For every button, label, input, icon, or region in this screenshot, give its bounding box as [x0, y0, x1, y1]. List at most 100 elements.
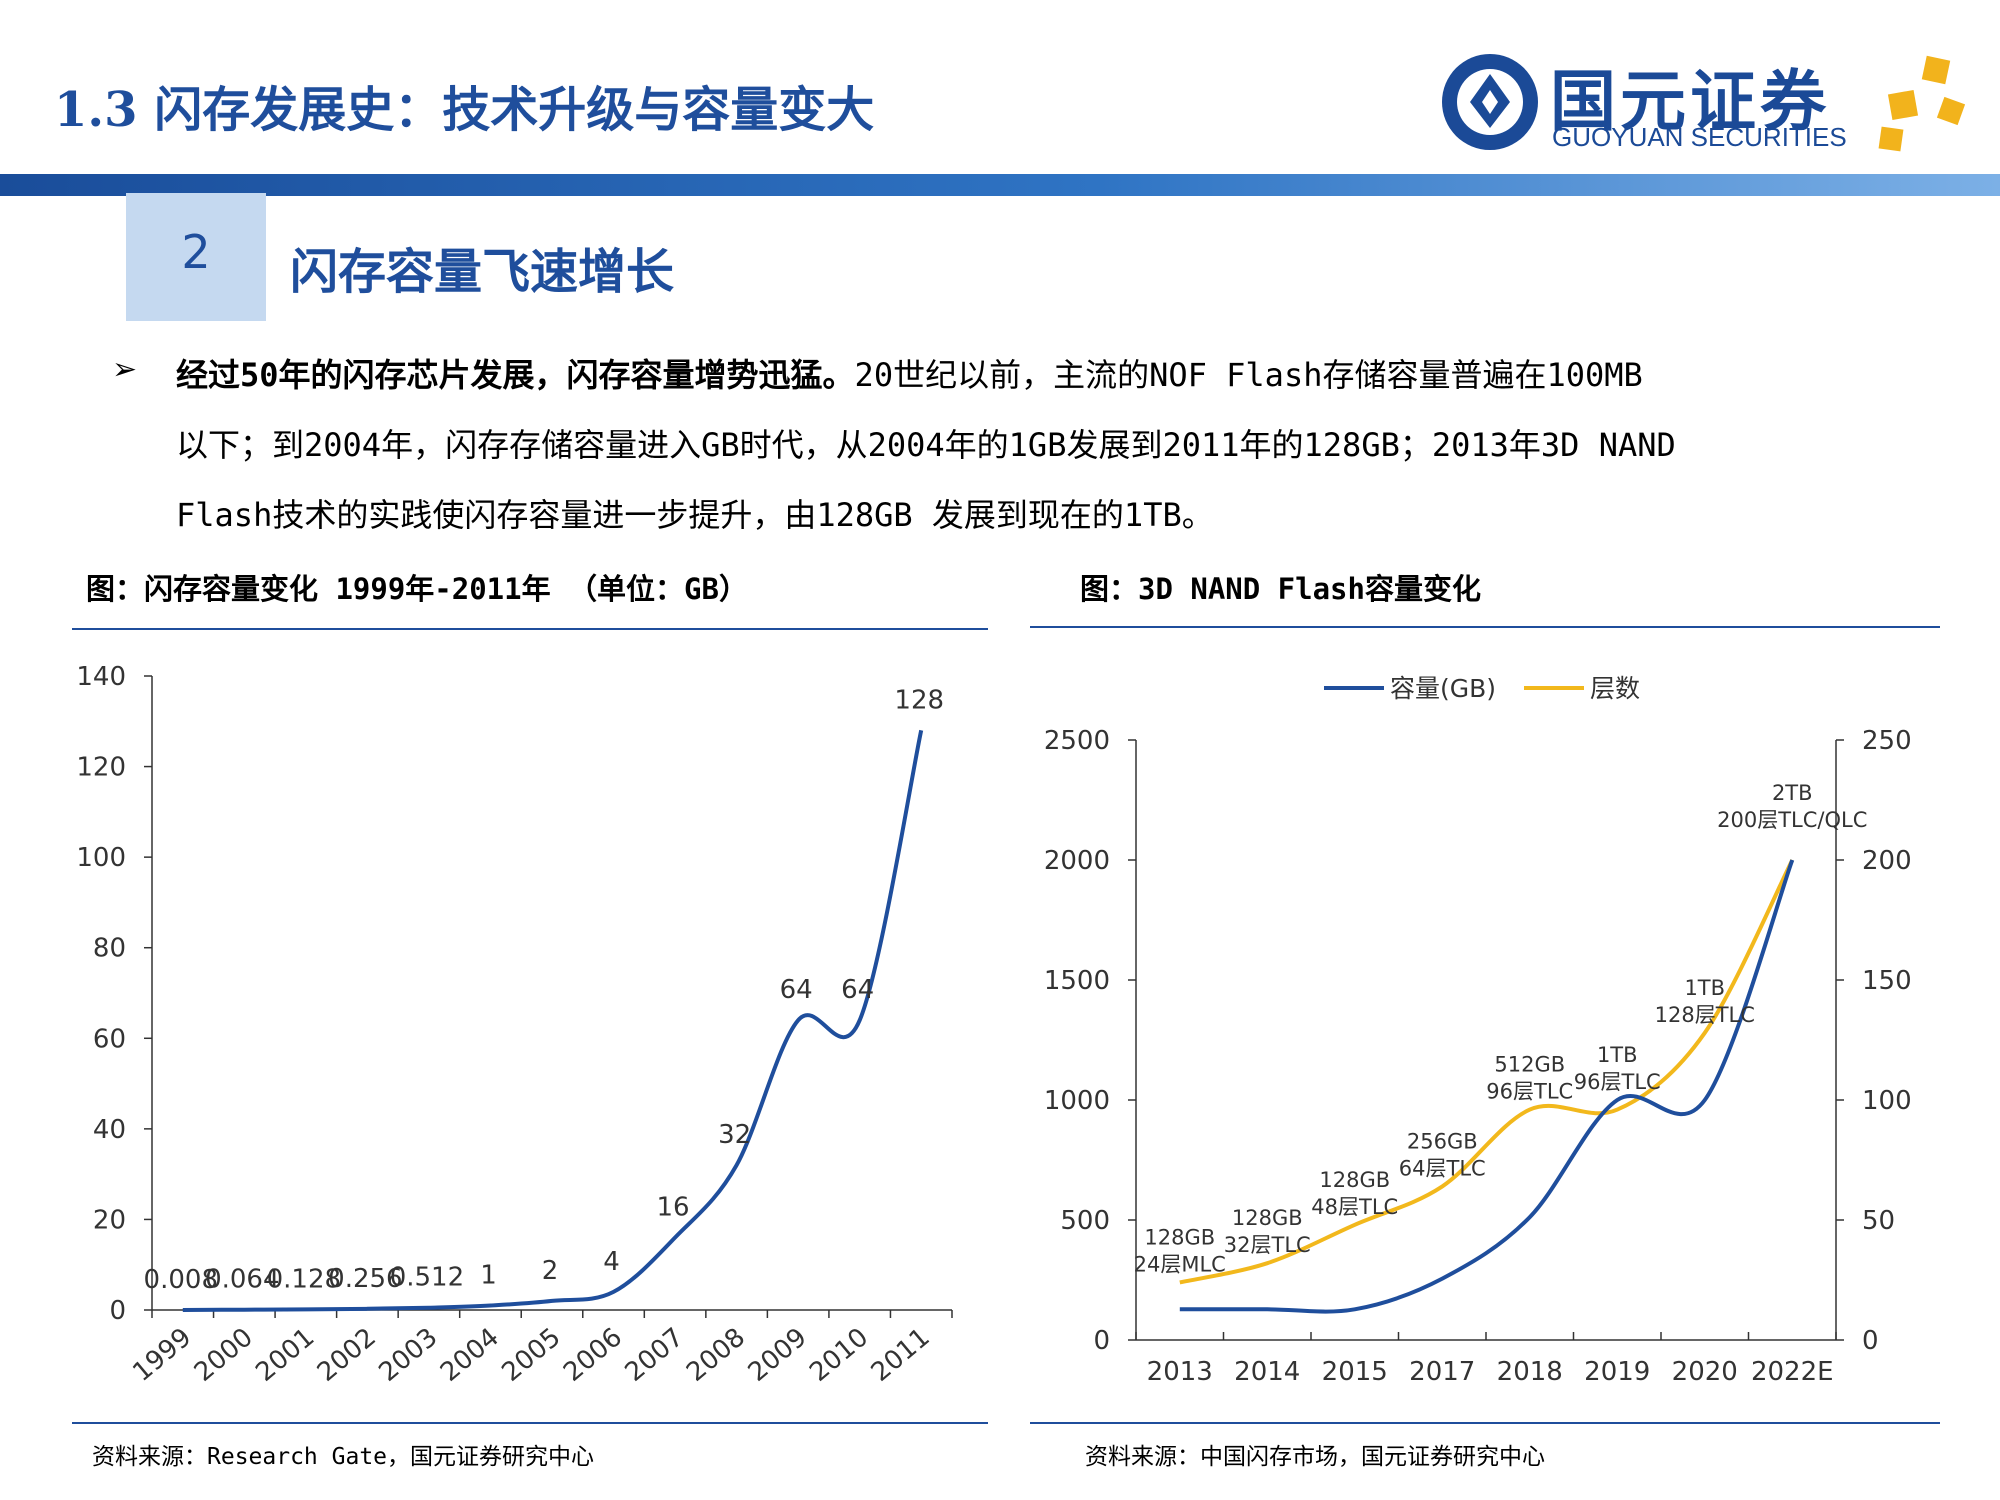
- x-tick-label: 2013: [1147, 1357, 1213, 1387]
- left-y-tick-label: 2000: [1044, 846, 1110, 876]
- annotation-label: 256GB: [1407, 1129, 1478, 1153]
- x-tick-label: 2010: [804, 1322, 874, 1388]
- right-y-tick-label: 200: [1862, 846, 1912, 876]
- left-y-tick-label: 0: [1093, 1326, 1110, 1356]
- x-tick-label: 2007: [620, 1322, 690, 1388]
- annotation-label: 200层TLC/QLC: [1717, 808, 1867, 832]
- figure-2-top-rule: [1030, 626, 1940, 628]
- figure-1-title: 图：闪存容量变化 1999年-2011年 （单位：GB）: [86, 572, 748, 606]
- x-tick-label: 2005: [497, 1322, 567, 1388]
- figure-1-top-rule: [72, 628, 988, 630]
- annotation-label: 2TB: [1772, 781, 1813, 805]
- legend-label-layers: 层数: [1590, 674, 1640, 703]
- data-label: 32: [718, 1120, 751, 1150]
- x-tick-label: 2002: [312, 1322, 382, 1388]
- y-tick-label: 60: [93, 1024, 126, 1054]
- x-tick-label: 2006: [558, 1322, 628, 1388]
- x-tick-label: 2014: [1234, 1357, 1300, 1387]
- body-line-2: 以下；到2004年，闪存存储容量进入GB时代，从2004年的1GB发展到2011…: [176, 426, 1676, 464]
- x-tick-label: 2017: [1409, 1357, 1475, 1387]
- series-line-capacity: [182, 729, 924, 1312]
- data-label: 0.128: [267, 1264, 341, 1294]
- annotation-label: 24层MLC: [1134, 1252, 1226, 1276]
- annotation-label: 128GB: [1319, 1168, 1390, 1192]
- body-line-1: 经过50年的闪存芯片发展，闪存容量增势迅猛。20世纪以前，主流的NOF Flas…: [176, 350, 1643, 396]
- x-tick-label: 2015: [1322, 1357, 1388, 1387]
- data-label: 64: [780, 975, 813, 1005]
- data-label: 1: [480, 1260, 497, 1290]
- figure-1-bottom-rule: [72, 1422, 988, 1424]
- left-y-tick-label: 1000: [1044, 1086, 1110, 1116]
- left-y-tick-label: 2500: [1044, 726, 1110, 756]
- annotation-label: 1TB: [1684, 976, 1725, 1000]
- body-lead-bold: 经过50年的闪存芯片发展，闪存容量增势迅猛。: [176, 356, 855, 394]
- right-y-tick-label: 50: [1862, 1206, 1895, 1236]
- annotation-label: 48层TLC: [1311, 1195, 1398, 1219]
- figure-2-title: 图：3D NAND Flash容量变化: [1080, 572, 1481, 606]
- series-line-capacity: [1179, 859, 1795, 1314]
- x-tick-label: 2004: [435, 1322, 505, 1388]
- x-tick-label: 2001: [250, 1322, 320, 1388]
- left-y-tick-label: 1500: [1044, 966, 1110, 996]
- annotation-label: 128GB: [1144, 1225, 1215, 1249]
- data-label: 4: [603, 1247, 620, 1277]
- chart-3d-nand-capacity: 0 500 1000 1500 2000 2500 0 50 100 150 200 250 2013 2…: [1044, 674, 1912, 1387]
- data-label: 2: [542, 1256, 559, 1286]
- annotation-label: 1TB: [1597, 1043, 1638, 1067]
- data-label: 0.256: [328, 1264, 402, 1294]
- body-line-1-rest: 20世纪以前，主流的NOF Flash存储容量普遍在100MB: [854, 356, 1643, 394]
- x-tick-label: 1999: [127, 1322, 197, 1388]
- annotation-label: 128GB: [1232, 1206, 1303, 1230]
- body-line-3: Flash技术的实践使闪存容量进一步提升，由128GB 发展到现在的1TB。: [176, 496, 1214, 534]
- annotation-label: 32层TLC: [1224, 1233, 1311, 1257]
- logo-emblem-icon: [1442, 54, 1966, 152]
- x-tick-label: 2022E: [1751, 1357, 1834, 1387]
- figure-2-bottom-rule: [1030, 1422, 1940, 1424]
- brand-name-en: GUOYUAN SECURITIES: [1552, 122, 1847, 152]
- x-tick-label: 2018: [1497, 1357, 1563, 1387]
- x-tick-label: 2008: [681, 1322, 751, 1388]
- y-tick-label: 40: [93, 1115, 126, 1145]
- chart-flash-capacity-1999-2011: 0204060801001201401999200020012002200320…: [76, 662, 953, 1388]
- left-y-tick-label: 500: [1060, 1206, 1110, 1236]
- company-logo: [1440, 40, 1980, 160]
- annotation-label: 96层TLC: [1486, 1080, 1573, 1104]
- data-label: 16: [657, 1193, 690, 1223]
- annotation-label: 96层TLC: [1574, 1070, 1661, 1094]
- y-tick-label: 20: [93, 1205, 126, 1235]
- y-tick-label: 80: [93, 934, 126, 964]
- y-tick-label: 0: [109, 1296, 126, 1326]
- page-title: 1.3 闪存发展史：技术升级与容量变大: [54, 82, 875, 138]
- series-line-layers: [1179, 859, 1795, 1285]
- right-y-tick-label: 250: [1862, 726, 1912, 756]
- x-tick-label: 2000: [189, 1322, 259, 1388]
- y-tick-label: 100: [76, 843, 126, 873]
- legend-label-capacity: 容量(GB): [1390, 674, 1496, 703]
- annotation-label: 128层TLC: [1655, 1003, 1755, 1027]
- right-y-tick-label: 150: [1862, 966, 1912, 996]
- y-tick-label: 120: [76, 753, 126, 783]
- x-tick-label: 2011: [866, 1322, 936, 1388]
- bullet-arrow-icon: ➢: [112, 352, 138, 387]
- annotation-label: 512GB: [1494, 1053, 1565, 1077]
- section-number: 2: [181, 225, 211, 279]
- x-tick-label: 2020: [1672, 1357, 1738, 1387]
- brand-name-cn: 国元证券: [1550, 63, 1830, 140]
- y-tick-label: 140: [76, 662, 126, 692]
- x-tick-label: 2009: [743, 1322, 813, 1388]
- header-divider-bar: [0, 174, 2000, 196]
- right-y-tick-label: 100: [1862, 1086, 1912, 1116]
- annotation-label: 64层TLC: [1399, 1156, 1486, 1180]
- figure-1-source: 资料来源：Research Gate，国元证券研究中心: [92, 1444, 595, 1470]
- right-y-tick-label: 0: [1862, 1326, 1879, 1356]
- data-label: 0.064: [205, 1265, 279, 1295]
- x-tick-label: 2003: [373, 1322, 443, 1388]
- x-tick-label: 2019: [1584, 1357, 1650, 1387]
- section-number-box: [126, 193, 266, 321]
- data-label: 0.008: [144, 1265, 218, 1295]
- data-label: 128: [894, 685, 944, 715]
- data-label: 0.512: [390, 1263, 464, 1293]
- figure-2-source: 资料来源：中国闪存市场，国元证券研究中心: [1085, 1444, 1545, 1470]
- section-title: 闪存容量飞速增长: [290, 244, 675, 300]
- data-label: 64: [841, 975, 874, 1005]
